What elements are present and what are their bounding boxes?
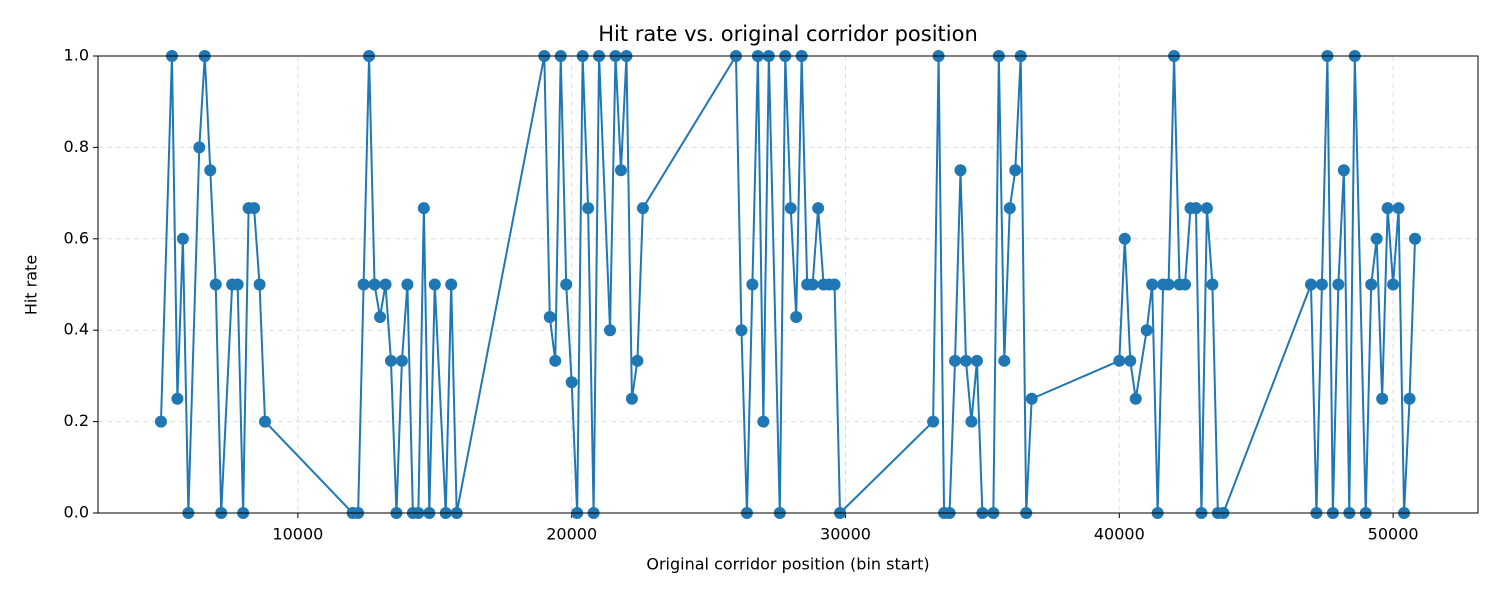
data-point <box>565 376 578 389</box>
data-point <box>828 278 841 291</box>
data-point <box>1409 232 1422 245</box>
x-tick-label: 10000 <box>272 525 323 544</box>
data-point <box>1200 202 1213 215</box>
y-tick-label: 0.8 <box>64 137 89 156</box>
data-point <box>1179 278 1192 291</box>
data-point <box>1124 354 1137 367</box>
data-point <box>812 202 825 215</box>
data-point <box>604 324 617 337</box>
y-tick-label: 0.4 <box>64 320 89 339</box>
data-point <box>1009 164 1022 177</box>
data-point <box>1003 202 1016 215</box>
x-tick-label: 50000 <box>1368 525 1419 544</box>
y-tick-label: 1.0 <box>64 46 89 65</box>
data-point <box>998 354 1011 367</box>
data-point <box>1189 202 1202 215</box>
data-point <box>1140 324 1153 337</box>
data-point <box>368 278 381 291</box>
data-point <box>379 278 392 291</box>
data-point <box>428 278 441 291</box>
data-point <box>1129 392 1142 405</box>
data-point <box>1392 202 1405 215</box>
data-point <box>154 415 167 428</box>
data-point <box>1376 392 1389 405</box>
data-point <box>735 324 748 337</box>
chart-title: Hit rate vs. original corridor position <box>598 22 978 46</box>
data-point <box>1146 278 1159 291</box>
data-point <box>384 354 397 367</box>
data-point <box>784 202 797 215</box>
data-point <box>253 278 266 291</box>
data-point <box>636 202 649 215</box>
data-point <box>1381 202 1394 215</box>
data-point <box>259 415 272 428</box>
data-point <box>1162 278 1175 291</box>
x-tick-label: 20000 <box>546 525 597 544</box>
data-point <box>582 202 595 215</box>
data-point <box>445 278 458 291</box>
plot-frame <box>97 55 1479 514</box>
data-point <box>560 278 573 291</box>
data-point <box>746 278 759 291</box>
data-point <box>549 354 562 367</box>
data-point <box>1387 278 1400 291</box>
x-tick-label: 30000 <box>820 525 871 544</box>
y-axis-label: Hit rate <box>22 255 41 315</box>
data-point <box>757 415 770 428</box>
y-tick-label: 0.2 <box>64 411 89 430</box>
x-tick-label: 40000 <box>1094 525 1145 544</box>
data-point <box>965 415 978 428</box>
data-point <box>625 392 638 405</box>
data-point <box>401 278 414 291</box>
data-point <box>417 202 430 215</box>
data-point <box>374 310 387 323</box>
data-point <box>231 278 244 291</box>
data-point <box>543 310 556 323</box>
data-point <box>176 232 189 245</box>
data-point <box>959 354 972 367</box>
data-point <box>1337 164 1350 177</box>
data-point <box>248 202 261 215</box>
data-point <box>193 141 206 154</box>
data-point <box>209 278 222 291</box>
data-point <box>1118 232 1131 245</box>
data-point <box>949 354 962 367</box>
data-point <box>970 354 983 367</box>
data-point <box>1206 278 1219 291</box>
data-point <box>1332 278 1345 291</box>
y-tick-label: 0.6 <box>64 228 89 247</box>
data-point <box>927 415 940 428</box>
data-point <box>806 278 819 291</box>
data-point <box>631 354 644 367</box>
data-point <box>790 310 803 323</box>
data-point <box>1370 232 1383 245</box>
x-axis-label: Original corridor position (bin start) <box>646 555 929 574</box>
data-point <box>1403 392 1416 405</box>
data-line <box>159 52 1417 516</box>
data-point <box>1304 278 1317 291</box>
y-tick-label: 0.0 <box>64 503 89 522</box>
data-point <box>1113 354 1126 367</box>
data-point <box>1365 278 1378 291</box>
data-point <box>1025 392 1038 405</box>
data-point <box>171 392 184 405</box>
data-point <box>954 164 967 177</box>
data-point <box>204 164 217 177</box>
data-point <box>614 164 627 177</box>
data-point <box>1315 278 1328 291</box>
data-point <box>357 278 370 291</box>
data-point <box>395 354 408 367</box>
